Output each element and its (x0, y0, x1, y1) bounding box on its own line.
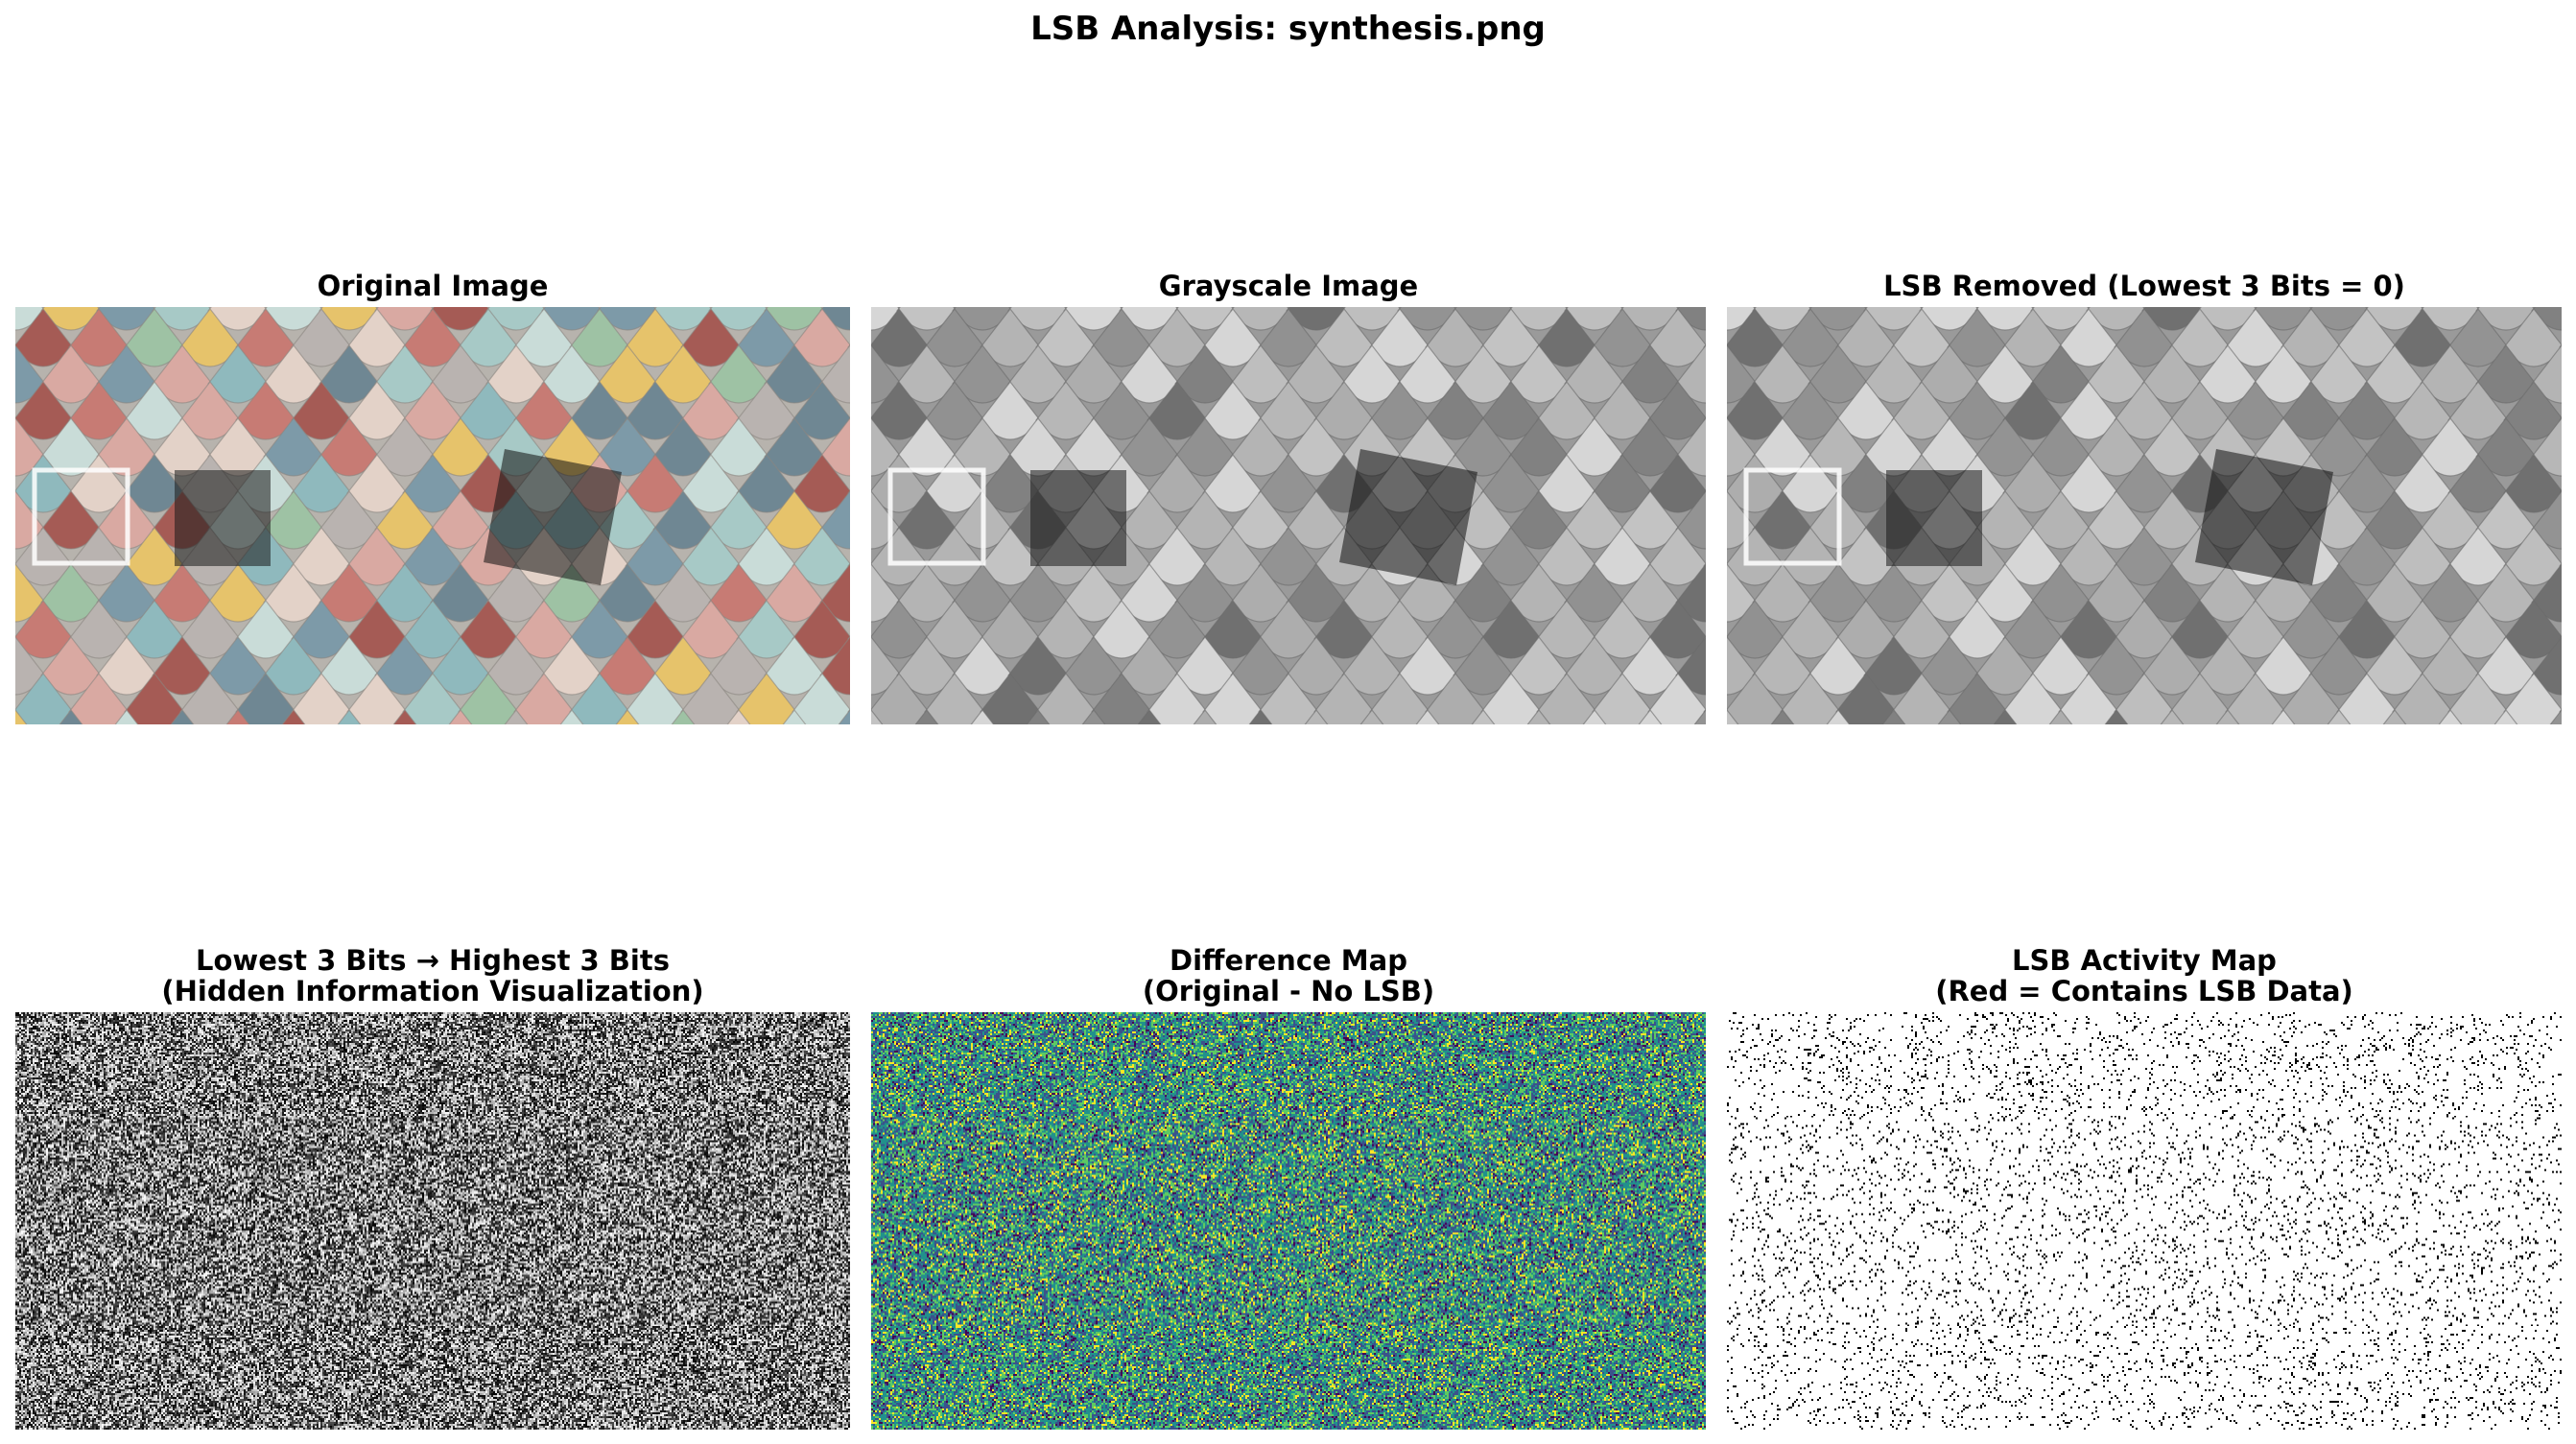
lsb-removed-image-canvas (1727, 307, 2562, 724)
shingle-tiles (1727, 307, 2562, 724)
panel-difference-map (871, 1012, 1706, 1430)
rotated-square-overlay (1339, 449, 1477, 585)
panel-title-lsb-removed: LSB Removed (Lowest 3 Bits = 0) (1727, 271, 2562, 301)
panel-title-text: LSB Activity Map (2012, 944, 2277, 977)
panel-title-activity-map: LSB Activity Map (Red = Contains LSB Dat… (1727, 945, 2562, 1006)
grayscale-image-canvas (871, 307, 1706, 724)
dark-square-overlay (1030, 470, 1126, 566)
panel-subtitle-text: (Original - No LSB) (1142, 975, 1435, 1007)
panel-title-difference-map: Difference Map (Original - No LSB) (871, 945, 1706, 1006)
panel-title-text: LSB Removed (Lowest 3 Bits = 0) (1883, 270, 2405, 302)
lowest-bits-canvas (15, 1012, 850, 1430)
white-square-overlay (1743, 467, 1842, 566)
panel-activity-map (1727, 1012, 2562, 1430)
panel-subtitle-text: (Hidden Information Visualization) (161, 975, 704, 1007)
panel-lowest-bits-visualization (15, 1012, 850, 1430)
panel-lsb-removed-image (1727, 307, 2562, 724)
noise-raster (871, 1012, 1706, 1430)
noise-raster (1727, 1012, 2562, 1430)
panel-title-lowest-bits: Lowest 3 Bits → Highest 3 Bits (Hidden I… (15, 945, 850, 1006)
white-square-overlay (32, 467, 130, 566)
rotated-square-overlay (484, 449, 622, 585)
rotated-square-overlay (2195, 449, 2333, 585)
white-square-overlay (887, 467, 986, 566)
figure-title: LSB Analysis: synthesis.png (1030, 10, 1546, 48)
panel-title-text: Difference Map (1170, 944, 1407, 977)
noise-raster (15, 1012, 850, 1430)
panel-title-text: Lowest 3 Bits → Highest 3 Bits (196, 944, 670, 977)
panel-title-grayscale: Grayscale Image (871, 271, 1706, 301)
panel-grayscale-image (871, 307, 1706, 724)
dark-square-overlay (1886, 470, 1982, 566)
activity-map-canvas (1727, 1012, 2562, 1430)
panel-original-image (15, 307, 850, 724)
panel-title-original: Original Image (15, 271, 850, 301)
panel-title-text: Grayscale Image (1158, 270, 1419, 302)
panel-subtitle-text: (Red = Contains LSB Data) (1935, 975, 2353, 1007)
original-image-canvas (15, 307, 850, 724)
panel-title-text: Original Image (317, 270, 549, 302)
difference-map-canvas (871, 1012, 1706, 1430)
dark-square-overlay (175, 470, 271, 566)
